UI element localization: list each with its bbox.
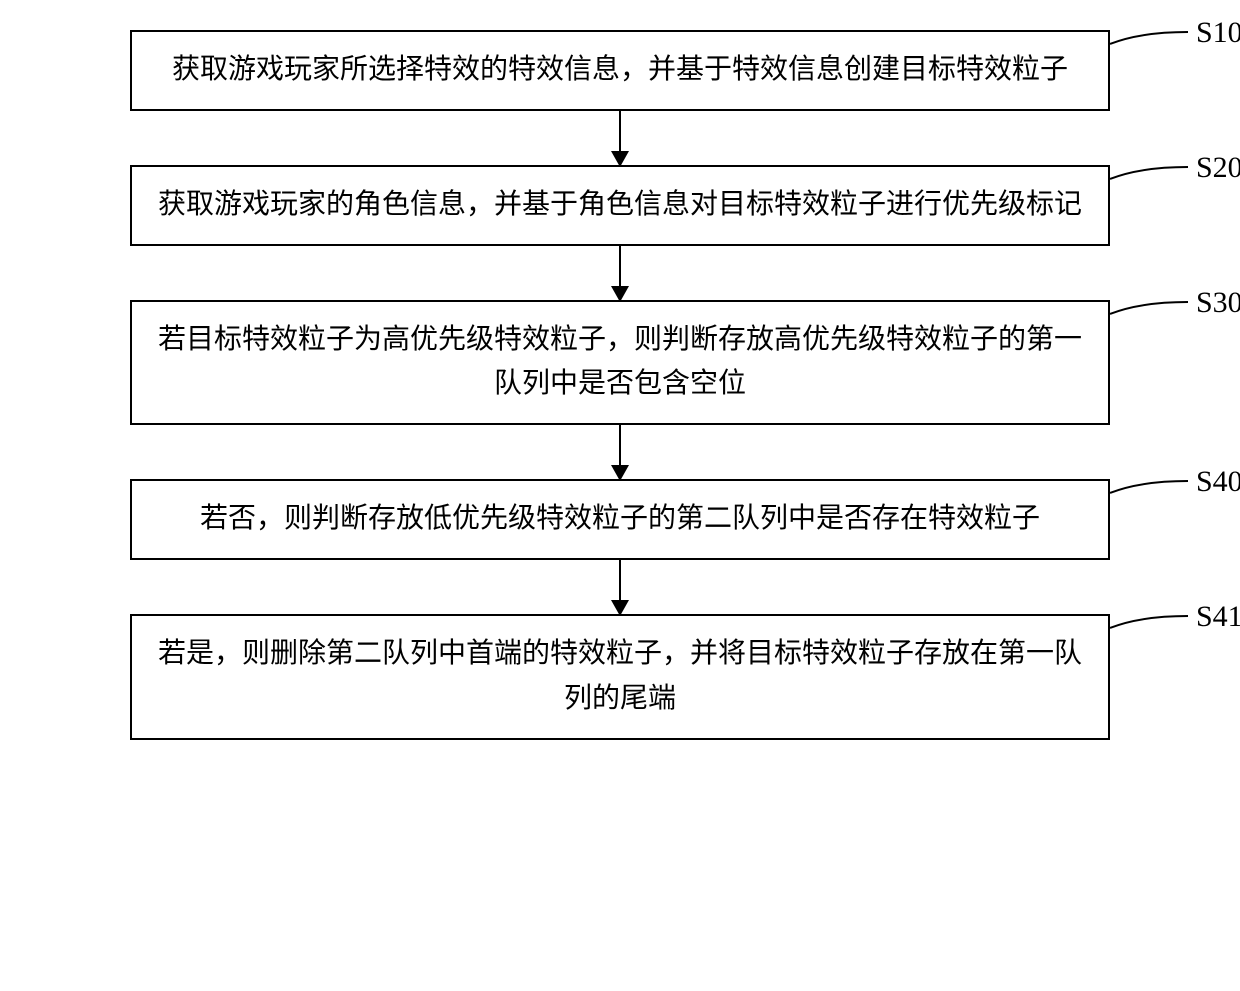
step-row: 获取游戏玩家所选择特效的特效信息，并基于特效信息创建目标特效粒子 S100	[40, 30, 1200, 111]
step-label-s400: S400	[1196, 465, 1240, 499]
step-label-s100: S100	[1196, 16, 1240, 50]
step-row: 获取游戏玩家的角色信息，并基于角色信息对目标特效粒子进行优先级标记 S200	[40, 165, 1200, 246]
step-row: 若是，则删除第二队列中首端的特效粒子，并将目标特效粒子存放在第一队列的尾端 S4…	[40, 614, 1200, 740]
step-box-s300: 若目标特效粒子为高优先级特效粒子，则判断存放高优先级特效粒子的第一队列中是否包含…	[130, 300, 1110, 426]
step-label-s200: S200	[1196, 151, 1240, 185]
step-text: 若是，则删除第二队列中首端的特效粒子，并将目标特效粒子存放在第一队列的尾端	[158, 638, 1082, 714]
step-label-s300: S300	[1196, 286, 1240, 320]
flowchart-container: 获取游戏玩家所选择特效的特效信息，并基于特效信息创建目标特效粒子 S100 获取…	[40, 30, 1200, 740]
arrow-connector	[619, 111, 621, 165]
connector-curve	[1110, 479, 1200, 519]
step-row: 若否，则判断存放低优先级特效粒子的第二队列中是否存在特效粒子 S400	[40, 479, 1200, 560]
step-box-s410: 若是，则删除第二队列中首端的特效粒子，并将目标特效粒子存放在第一队列的尾端	[130, 614, 1110, 740]
connector-curve	[1110, 30, 1200, 70]
step-label-s410: S410	[1196, 600, 1240, 634]
arrow-connector	[619, 425, 621, 479]
step-text: 获取游戏玩家所选择特效的特效信息，并基于特效信息创建目标特效粒子	[172, 54, 1068, 85]
step-box-s400: 若否，则判断存放低优先级特效粒子的第二队列中是否存在特效粒子	[130, 479, 1110, 560]
step-text: 若目标特效粒子为高优先级特效粒子，则判断存放高优先级特效粒子的第一队列中是否包含…	[158, 324, 1082, 400]
arrow-connector	[619, 560, 621, 614]
step-row: 若目标特效粒子为高优先级特效粒子，则判断存放高优先级特效粒子的第一队列中是否包含…	[40, 300, 1200, 426]
step-text: 获取游戏玩家的角色信息，并基于角色信息对目标特效粒子进行优先级标记	[158, 189, 1082, 220]
step-box-s100: 获取游戏玩家所选择特效的特效信息，并基于特效信息创建目标特效粒子	[130, 30, 1110, 111]
step-box-s200: 获取游戏玩家的角色信息，并基于角色信息对目标特效粒子进行优先级标记	[130, 165, 1110, 246]
connector-curve	[1110, 300, 1200, 340]
connector-curve	[1110, 614, 1200, 654]
step-text: 若否，则判断存放低优先级特效粒子的第二队列中是否存在特效粒子	[200, 503, 1040, 534]
connector-curve	[1110, 165, 1200, 205]
arrow-connector	[619, 246, 621, 300]
